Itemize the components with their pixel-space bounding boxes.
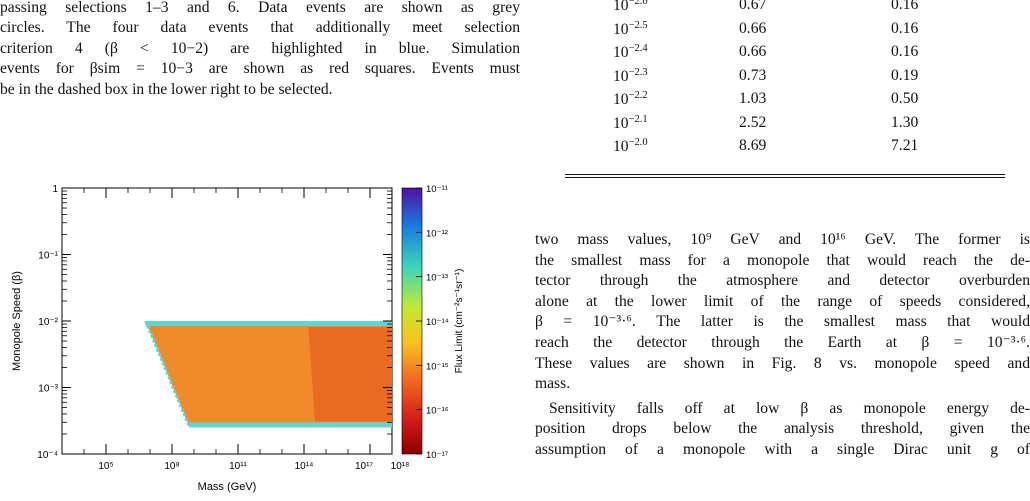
body-line: Sensitivity falls off at low β as monopo… [549, 399, 1030, 417]
caption-line: be in the dashed box in the lower right … [0, 80, 333, 98]
colorbar-tick-label: 10⁻¹⁵ [426, 361, 449, 372]
body-line: position drops below the analysis thresh… [535, 420, 1030, 438]
body-line: reach the detector through the Earth at … [535, 333, 1030, 351]
table-cell: 0.67 [739, 0, 767, 13]
table-row: 10−2.1 2.52 1.30 [565, 112, 1005, 136]
x-tick-label: 10¹⁴ [295, 461, 314, 472]
y-tick-label: 10⁻³ [38, 384, 58, 395]
colorbar-tick-label: 10⁻¹² [426, 228, 448, 239]
right-column: 10−2.6 0.67 0.16 10−2.5 0.66 0.16 10−2.4 0.66 0.… [535, 0, 1030, 496]
flux-left-edge [144, 320, 191, 428]
body-line: These values are shown in Fig. 8 vs. mon… [535, 354, 1030, 372]
beta-exponent: −2.5 [628, 19, 648, 31]
table-cell: 7.21 [891, 137, 919, 154]
colorbar-tick-label: 10⁻¹⁴ [426, 317, 449, 328]
flux-top-edge [145, 321, 392, 326]
body-line: tector through the atmosphere and detect… [535, 272, 1030, 290]
x-tick-label: 10⁸ [164, 461, 179, 472]
x-tick-label: 10¹⁷ [355, 461, 373, 472]
table-row: 10−2.4 0.66 0.16 [565, 41, 1005, 65]
table-row: 10−2.6 0.67 0.16 [565, 0, 1005, 18]
body-text: two mass values, 10⁹ GeV and 10¹⁶ GeV. T… [535, 230, 1030, 461]
y-tick-label: 1 [52, 184, 58, 195]
x-tick-label: 10¹⁸ [391, 461, 410, 472]
caption-line: passing selections 1–3 and 6. Data event… [0, 0, 520, 16]
beta-cell: 10−2.0 [613, 137, 648, 156]
y-tick-label: 10⁻¹ [38, 251, 58, 262]
beta-exponent: −2.1 [628, 113, 648, 125]
colorbar-tick-label: 10⁻¹⁷ [426, 450, 449, 461]
beta-exponent: −2.4 [628, 43, 648, 54]
table-cell: 0.16 [891, 19, 919, 37]
y-tick-label: 10⁻⁴ [37, 450, 58, 461]
beta-cell: 10−2.4 [613, 43, 648, 62]
table-cell: 0.50 [891, 90, 919, 107]
beta-base: 10 [613, 114, 629, 132]
beta-base: 10 [613, 0, 629, 14]
table-cell: 0.66 [739, 19, 767, 37]
flux-limit-plot: 1 10⁻¹ 10⁻² 10⁻³ 10⁻⁴ 10⁵ 10⁸ 10¹¹ 10¹⁴ 10¹⁷ 10¹⁸ … [0, 176, 470, 496]
caption-line: criterion 4 (β < 10−2) are highlighted i… [0, 39, 520, 57]
colorbar-tick-label: 10⁻¹⁶ [426, 406, 449, 417]
table-bottom-rule [565, 174, 1005, 175]
beta-cell: 10−2.3 [613, 67, 648, 86]
x-tick-label: 10⁵ [98, 461, 113, 472]
table-cell: 0.16 [891, 0, 919, 13]
colorbar-tick-label: 10⁻¹³ [426, 273, 448, 284]
table-cell: 0.66 [739, 43, 767, 60]
body-line: mass. [535, 375, 571, 393]
table-row: 10−2.5 0.66 0.16 [565, 18, 1005, 42]
table-bottom-rule-2 [565, 177, 1005, 178]
results-table: 10−2.6 0.67 0.16 10−2.5 0.66 0.16 10−2.4 0.66 0.… [565, 0, 1005, 178]
beta-cell: 10−2.6 [613, 0, 648, 15]
beta-cell: 10−2.2 [613, 90, 648, 109]
x-tick-label: 10¹¹ [229, 461, 247, 472]
beta-exponent: −2.6 [628, 0, 648, 7]
table-row: 10−2.0 8.69 7.21 [565, 135, 1005, 159]
colorbar-tick-label: 10⁻¹¹ [426, 184, 448, 195]
y-axis-label: Monopole Speed (β) [11, 271, 23, 371]
x-axis-label: Mass (GeV) [198, 481, 257, 493]
beta-exponent: −2.0 [628, 137, 648, 148]
axis-ticks: 1 10⁻¹ 10⁻² 10⁻³ 10⁻⁴ 10⁵ 10⁸ 10¹¹ 10¹⁴ 10¹⁷ 10¹⁸ [37, 184, 409, 472]
beta-base: 10 [613, 91, 629, 108]
flux-region [144, 320, 392, 428]
body-line: two mass values, 10⁹ GeV and 10¹⁶ GeV. T… [535, 231, 1030, 248]
table-row: 10−2.2 1.03 0.50 [565, 88, 1005, 112]
caption-line: circles. The four data events that addit… [0, 19, 520, 37]
beta-exponent: −2.3 [628, 66, 648, 78]
beta-cell: 10−2.1 [613, 114, 648, 133]
flux-bottom-edge [189, 422, 392, 428]
table-row: 10−2.3 0.73 0.19 [565, 65, 1005, 89]
body-line: β = 10⁻³·⁶. The latter is the smallest m… [535, 313, 1030, 331]
table-cell: 2.52 [739, 113, 767, 131]
body-line: the smallest mass for a monopole that wo… [535, 251, 1030, 269]
left-column: passing selections 1–3 and 6. Data event… [0, 0, 520, 496]
beta-base: 10 [613, 44, 629, 61]
table-cell: 0.16 [891, 43, 919, 60]
table-cell: 8.69 [739, 137, 767, 154]
y-tick-label: 10⁻² [38, 317, 58, 328]
beta-exponent: −2.2 [628, 90, 648, 101]
figure-caption: passing selections 1–3 and 6. Data event… [0, 0, 520, 100]
flux-region-deep [308, 327, 392, 422]
beta-base: 10 [613, 138, 629, 155]
colorbar-label: Flux Limit (cm⁻²s⁻¹sr⁻¹) [454, 269, 465, 374]
table-cell: 1.03 [739, 90, 767, 107]
body-line: alone at the lower limit of the range of… [535, 292, 1030, 310]
beta-cell: 10−2.5 [613, 20, 648, 39]
table-cell: 0.19 [891, 66, 919, 84]
table-cell: 0.73 [739, 66, 767, 84]
beta-base: 10 [613, 67, 629, 85]
colorbar-ticks: 10⁻¹¹ 10⁻¹² 10⁻¹³ 10⁻¹⁴ 10⁻¹⁵ 10⁻¹⁶ 10⁻¹⁷ [416, 184, 449, 461]
body-line: assumption of a monopole with a single D… [535, 440, 1030, 458]
table-cell: 1.30 [891, 113, 919, 131]
beta-base: 10 [613, 20, 629, 38]
caption-line: events for βsim = 10−3 are shown as red … [0, 60, 520, 78]
